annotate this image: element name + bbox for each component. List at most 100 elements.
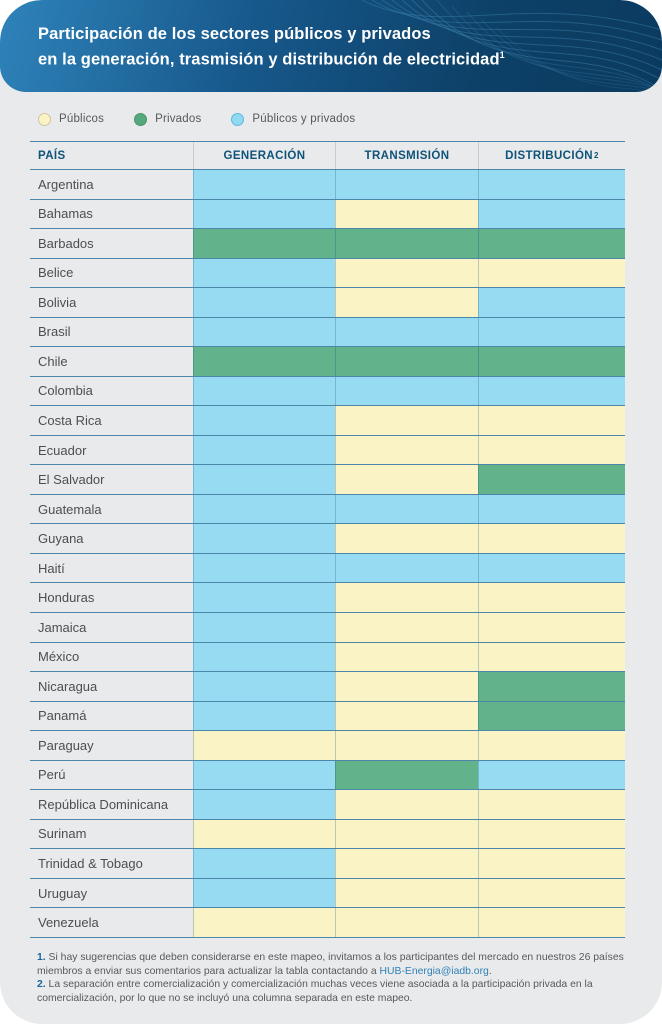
cell-distribucion-mixto <box>478 376 625 406</box>
cell-transmision-mixto <box>335 376 478 406</box>
cell-transmision-publicos <box>335 672 478 701</box>
cell-generacion-mixto <box>193 524 335 553</box>
cell-distribucion-privados <box>478 672 625 701</box>
footnote-suffix: . <box>488 965 492 977</box>
country-name: Barbados <box>38 235 94 251</box>
footnote: 1. Si hay sugerencias que deben consider… <box>37 951 626 979</box>
cell-generacion-mixto <box>193 406 335 435</box>
cell-distribucion-publicos <box>478 642 625 672</box>
country-name: Guyana <box>38 531 84 547</box>
table-row: Trinidad & Tobago <box>30 849 625 879</box>
cell-generacion-mixto <box>193 376 335 406</box>
legend-label: Públicos y privados <box>252 113 356 125</box>
cell-generacion-mixto <box>193 878 335 908</box>
table-row: México <box>30 642 625 673</box>
cell-transmision-mixto <box>335 317 478 347</box>
legend-label: Privados <box>155 113 202 125</box>
column-header-pais: PAÍS <box>38 149 66 162</box>
cell-distribucion-privados <box>478 465 625 494</box>
cell-generacion-mixto <box>193 258 335 288</box>
cell-transmision-publicos <box>335 819 478 849</box>
table-row: Barbados <box>30 229 625 259</box>
cell-distribucion-mixto <box>478 553 625 583</box>
legend-item-privados: Privados <box>134 112 202 126</box>
country-name: Ecuador <box>38 442 87 458</box>
cell-transmision-publicos <box>335 465 478 494</box>
table-body: Argentina Bahamas Barbados Belice Bolivia Bra… <box>30 170 625 938</box>
cell-distribucion-privados <box>478 347 625 376</box>
table-row: Uruguay <box>30 878 625 909</box>
table-row: República Dominicana <box>30 790 625 820</box>
sector-participation-table: PAÍS GENERACIÓN TRANSMISIÓN DISTRIBUCIÓN… <box>30 141 625 938</box>
country-name: Uruguay <box>38 885 88 901</box>
cell-transmision-publicos <box>335 908 478 937</box>
country-name: Chile <box>38 353 68 369</box>
email-link[interactable]: HUB-Energia@iadb.org <box>379 965 489 977</box>
cell-transmision-publicos <box>335 435 478 465</box>
table-row: Argentina <box>30 170 625 200</box>
legend: Públicos Privados Públicos y privados <box>38 112 662 126</box>
cell-distribucion-publicos <box>478 731 625 760</box>
cell-generacion-privados <box>193 347 335 376</box>
country-name: Colombia <box>38 383 93 399</box>
country-name: Costa Rica <box>38 413 102 429</box>
header-banner: Participación de los sectores públicos y… <box>0 0 662 92</box>
country-name: Brasil <box>38 324 71 340</box>
cell-transmision-mixto <box>335 553 478 583</box>
cell-distribucion-publicos <box>478 258 625 288</box>
cell-transmision-publicos <box>335 642 478 672</box>
column-header-generacion: GENERACIÓN <box>193 142 335 169</box>
table-row: Guatemala <box>30 494 625 525</box>
table-row: Bahamas <box>30 199 625 230</box>
cell-transmision-privados <box>335 760 478 790</box>
cell-transmision-publicos <box>335 524 478 553</box>
footnotes: 1. Si hay sugerencias que deben consider… <box>37 951 626 1006</box>
table-row: Panamá <box>30 701 625 732</box>
table-row: Venezuela <box>30 908 625 938</box>
cell-transmision-mixto <box>335 494 478 524</box>
table-row: Guyana <box>30 524 625 554</box>
cell-transmision-publicos <box>335 790 478 819</box>
cell-generacion-mixto <box>193 199 335 229</box>
cell-generacion-mixto <box>193 288 335 317</box>
title-line-1: Participación de los sectores públicos y… <box>38 25 431 43</box>
cell-generacion-privados <box>193 229 335 258</box>
page-title: Participación de los sectores públicos y… <box>0 0 662 71</box>
cell-distribucion-mixto <box>478 317 625 347</box>
cell-generacion-mixto <box>193 672 335 701</box>
country-name: Argentina <box>38 176 94 192</box>
footnote: 2. La separación entre comercialización … <box>37 978 626 1006</box>
table-row: Jamaica <box>30 612 625 643</box>
country-name: Trinidad & Tobago <box>38 855 143 871</box>
footnote-text: La separación entre comercialización y c… <box>37 979 593 1005</box>
cell-transmision-privados <box>335 229 478 258</box>
cell-distribucion-publicos <box>478 819 625 849</box>
cell-transmision-publicos <box>335 288 478 317</box>
table-row: Bolivia <box>30 288 625 318</box>
cell-generacion-mixto <box>193 849 335 878</box>
cell-transmision-mixto <box>335 170 478 199</box>
cell-generacion-publicos <box>193 731 335 760</box>
cell-generacion-mixto <box>193 465 335 494</box>
cell-distribucion-mixto <box>478 494 625 524</box>
title-footnote-marker: 1 <box>499 50 505 60</box>
table-row: Perú <box>30 760 625 791</box>
country-name: Perú <box>38 767 66 783</box>
legend-dot-privados <box>134 112 148 126</box>
cell-generacion-mixto <box>193 642 335 672</box>
table-row: Nicaragua <box>30 672 625 702</box>
cell-generacion-mixto <box>193 612 335 642</box>
cell-generacion-mixto <box>193 435 335 465</box>
cell-generacion-mixto <box>193 701 335 731</box>
country-name: Paraguay <box>38 737 94 753</box>
cell-distribucion-publicos <box>478 790 625 819</box>
column-header-transmision: TRANSMISIÓN <box>335 142 478 169</box>
country-name: Jamaica <box>38 619 87 635</box>
table-row: Haití <box>30 553 625 584</box>
table-row: Colombia <box>30 376 625 407</box>
footnote-number: 1. <box>37 951 46 963</box>
cell-transmision-publicos <box>335 612 478 642</box>
country-name: México <box>38 649 80 665</box>
cell-transmision-publicos <box>335 258 478 288</box>
country-name: Bolivia <box>38 294 77 310</box>
